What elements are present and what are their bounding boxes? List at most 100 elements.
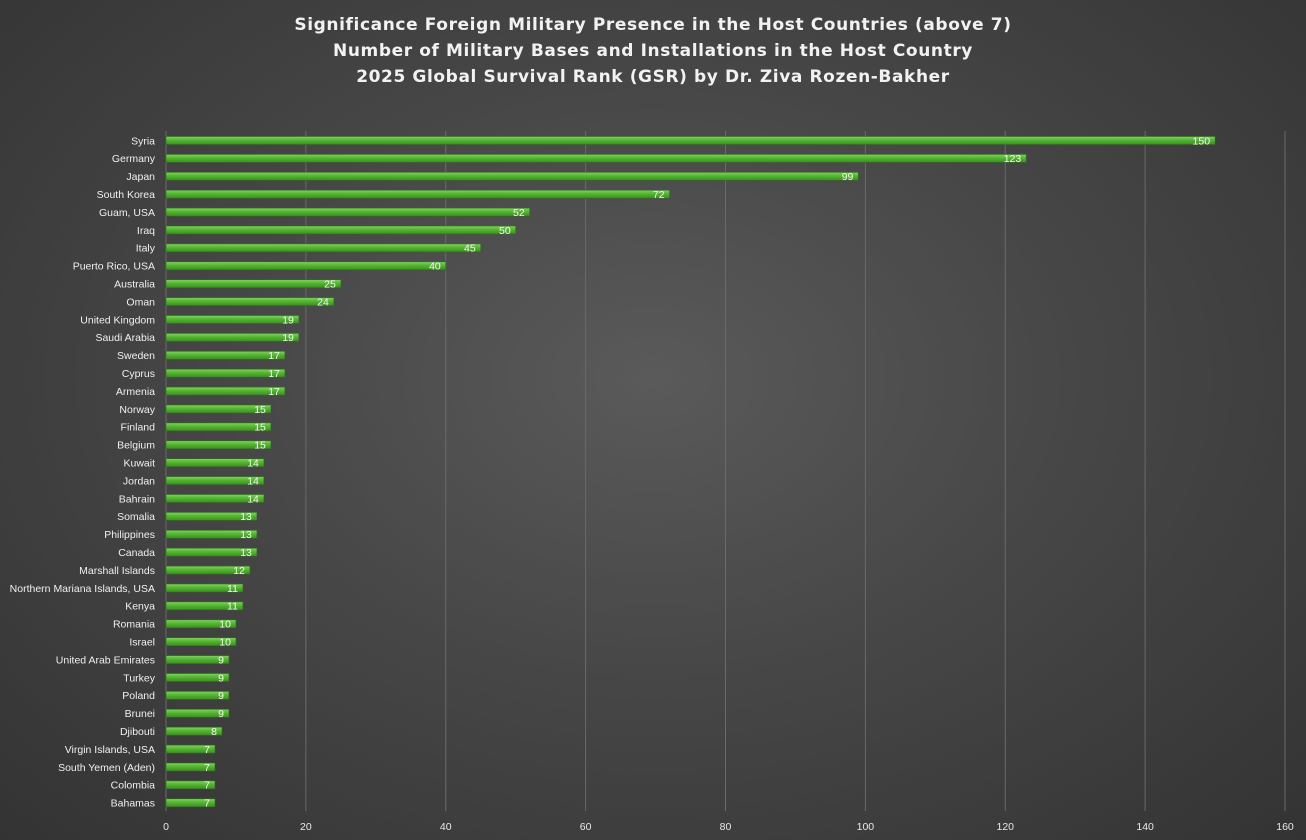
data-label-35: 7 bbox=[204, 762, 210, 774]
category-label-34: Virgin Islands, USA bbox=[65, 744, 155, 756]
bar-29 bbox=[165, 655, 230, 664]
category-label-27: Romania bbox=[113, 619, 155, 631]
bar-11 bbox=[165, 333, 300, 342]
bars bbox=[165, 136, 1216, 808]
data-label-23: 13 bbox=[240, 547, 252, 559]
bar-6 bbox=[165, 243, 482, 253]
bar-8 bbox=[165, 279, 342, 289]
bar-27 bbox=[165, 619, 237, 629]
category-labels: Syria Germany Japan South Korea Guam, USA Ira… bbox=[10, 135, 156, 809]
data-label-10: 19 bbox=[282, 314, 294, 326]
data-label-17: 15 bbox=[254, 440, 266, 452]
data-label-15: 15 bbox=[254, 404, 266, 416]
data-label-14: 17 bbox=[268, 386, 280, 398]
category-label-16: Finland bbox=[121, 422, 156, 434]
bar-35 bbox=[165, 762, 216, 772]
data-label-27: 10 bbox=[219, 619, 231, 631]
bar-0 bbox=[165, 136, 1216, 145]
category-label-4: Guam, USA bbox=[99, 207, 155, 219]
data-label-28: 10 bbox=[219, 637, 231, 649]
bar-23 bbox=[165, 547, 258, 557]
bar-21 bbox=[165, 512, 258, 521]
x-tick-label-140: 140 bbox=[1136, 821, 1154, 833]
data-label-30: 9 bbox=[218, 672, 224, 684]
bar-20 bbox=[165, 494, 265, 503]
data-label-7: 40 bbox=[429, 261, 441, 273]
bar-31 bbox=[165, 691, 230, 700]
data-label-22: 13 bbox=[240, 529, 252, 541]
bar-34 bbox=[165, 744, 216, 754]
bar-4 bbox=[165, 207, 530, 217]
data-label-16: 15 bbox=[254, 422, 266, 434]
bar-37 bbox=[165, 798, 216, 808]
data-label-13: 17 bbox=[268, 368, 280, 380]
title-line-1: Significance Foreign Military Presence i… bbox=[294, 15, 1012, 35]
category-label-17: Belgium bbox=[117, 440, 155, 452]
category-label-1: Germany bbox=[112, 153, 156, 165]
category-label-11: Saudi Arabia bbox=[95, 332, 155, 344]
category-label-32: Brunei bbox=[125, 708, 155, 720]
category-label-12: Sweden bbox=[117, 350, 155, 362]
category-label-14: Armenia bbox=[116, 386, 155, 398]
data-label-33: 8 bbox=[211, 726, 217, 738]
category-label-24: Marshall Islands bbox=[79, 565, 155, 577]
category-label-15: Norway bbox=[119, 404, 155, 416]
bar-1 bbox=[165, 154, 1027, 163]
bar-17 bbox=[165, 440, 272, 450]
x-tick-label-20: 20 bbox=[300, 821, 312, 833]
category-label-23: Canada bbox=[118, 547, 155, 559]
data-label-11: 19 bbox=[282, 332, 294, 344]
bar-19 bbox=[165, 476, 265, 485]
category-label-30: Turkey bbox=[123, 672, 155, 684]
bar-32 bbox=[165, 708, 230, 718]
bar-15 bbox=[165, 404, 272, 414]
category-label-18: Kuwait bbox=[123, 458, 155, 470]
category-label-37: Bahamas bbox=[111, 798, 155, 810]
data-labels: 1501239972525045402524191917171715151514… bbox=[204, 135, 1210, 809]
data-label-2: 99 bbox=[842, 171, 854, 183]
bar-9 bbox=[165, 297, 335, 306]
category-label-9: Oman bbox=[126, 296, 155, 308]
category-label-25: Northern Mariana Islands, USA bbox=[10, 583, 155, 595]
x-tick-label-120: 120 bbox=[996, 821, 1014, 833]
category-label-3: South Korea bbox=[97, 189, 156, 201]
bar-2 bbox=[165, 172, 859, 181]
category-label-28: Israel bbox=[129, 637, 155, 649]
bar-18 bbox=[165, 458, 265, 468]
title-line-2: Number of Military Bases and Installatio… bbox=[333, 41, 973, 61]
title-line-3: 2025 Global Survival Rank (GSR) by Dr. Z… bbox=[356, 67, 950, 87]
data-label-26: 11 bbox=[227, 601, 238, 613]
bar-3 bbox=[165, 189, 670, 199]
bar-33 bbox=[165, 726, 223, 736]
category-label-35: South Yemen (Aden) bbox=[58, 762, 155, 774]
bar-10 bbox=[165, 315, 300, 324]
data-label-34: 7 bbox=[204, 744, 210, 756]
category-label-8: Australia bbox=[114, 279, 155, 291]
data-label-5: 50 bbox=[499, 225, 511, 237]
bar-12 bbox=[165, 350, 286, 360]
bar-13 bbox=[165, 368, 286, 378]
data-label-12: 17 bbox=[268, 350, 280, 362]
bar-26 bbox=[165, 601, 244, 611]
bar-24 bbox=[165, 565, 251, 575]
data-label-29: 9 bbox=[218, 654, 224, 666]
data-label-32: 9 bbox=[218, 708, 224, 720]
data-label-20: 14 bbox=[247, 493, 259, 505]
x-axis-ticks: 0 20 40 60 80 100 120 140 160 bbox=[163, 821, 1294, 833]
category-label-20: Bahrain bbox=[119, 493, 155, 505]
category-label-36: Colombia bbox=[111, 780, 156, 792]
bar-25 bbox=[165, 583, 244, 593]
bar-5 bbox=[165, 225, 516, 235]
category-label-13: Cyprus bbox=[122, 368, 155, 380]
category-label-33: Djibouti bbox=[120, 726, 155, 738]
bar-36 bbox=[165, 780, 216, 790]
data-label-36: 7 bbox=[204, 780, 210, 792]
x-tick-label-40: 40 bbox=[440, 821, 452, 833]
category-label-22: Philippines bbox=[104, 529, 155, 541]
category-label-21: Somalia bbox=[117, 511, 155, 523]
data-label-21: 13 bbox=[240, 511, 252, 523]
x-tick-label-0: 0 bbox=[163, 821, 169, 833]
data-label-24: 12 bbox=[233, 565, 245, 577]
category-label-31: Poland bbox=[122, 690, 155, 702]
